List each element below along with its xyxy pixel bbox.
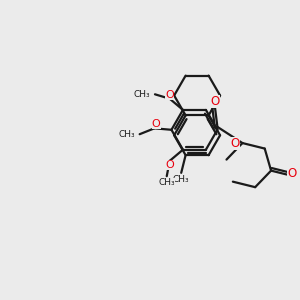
Text: CH₃: CH₃	[173, 175, 190, 184]
Text: O: O	[152, 119, 161, 129]
Text: CH₃: CH₃	[158, 178, 175, 187]
Text: O: O	[287, 167, 297, 179]
Text: O: O	[210, 95, 220, 108]
Text: O: O	[165, 90, 174, 100]
Text: O: O	[165, 160, 174, 170]
Text: CH₃: CH₃	[118, 130, 135, 139]
Text: CH₃: CH₃	[133, 90, 150, 99]
Text: O: O	[230, 136, 240, 149]
